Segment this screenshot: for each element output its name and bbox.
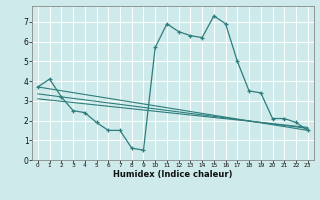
- X-axis label: Humidex (Indice chaleur): Humidex (Indice chaleur): [113, 170, 233, 179]
